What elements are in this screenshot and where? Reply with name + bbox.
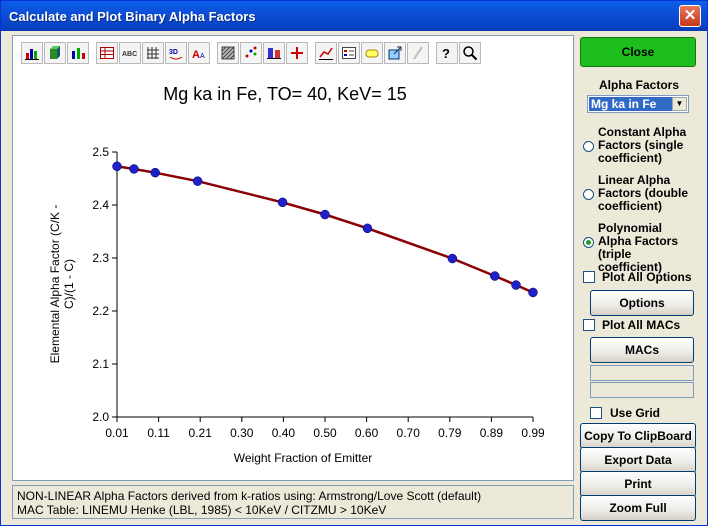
y-tick-label: 2.1 [92, 357, 109, 371]
y-axis-label-group: Elemental Alpha Factor (C/K -C)/(1 - C) [48, 205, 76, 364]
legend-icon[interactable] [338, 42, 360, 64]
svg-text:A: A [200, 53, 205, 60]
svg-text:A: A [192, 49, 200, 61]
plot-all-macs-checkbox[interactable] [583, 319, 595, 331]
alpha-factor-select[interactable]: Mg ka in Fe ▼ [587, 95, 689, 113]
data-point [192, 176, 203, 186]
x-ticks: 0.01 0.11 0.21 0.30 0.40 0.50 0.60 0.70 0.79 0.89… [105, 417, 545, 440]
label-icon[interactable] [361, 42, 383, 64]
y-tick-label: 2.5 [92, 145, 109, 159]
table-icon[interactable] [96, 42, 118, 64]
y-axis-label-line: C)/(1 - C) [62, 259, 76, 309]
abc-labels-icon[interactable]: ABC [119, 42, 141, 64]
polynomial-label[interactable]: Polynomial Alpha Factors (triple coeffic… [598, 221, 679, 274]
data-point [277, 197, 288, 208]
polynomial-radio[interactable] [583, 237, 594, 248]
alpha-factor-chart: Mg ka in Fe, TO= 40, KeV= 15 2.0 2.1 2.2 2.… [13, 62, 573, 480]
svg-text:?: ? [442, 46, 450, 61]
y-tick-label: 2.3 [92, 251, 109, 265]
plot-all-options-label[interactable]: Plot All Options [602, 270, 692, 284]
options-button[interactable]: Options [590, 290, 694, 316]
x-tick-label: 0.30 [230, 426, 254, 440]
zoom-icon[interactable] [459, 42, 481, 64]
data-point [362, 223, 373, 234]
line-style-icon[interactable] [315, 42, 337, 64]
3d-rotate-icon[interactable]: 3D [165, 42, 187, 64]
svg-text:ABC: ABC [122, 51, 137, 58]
scatter-style-icon[interactable] [240, 42, 262, 64]
window-title: Calculate and Plot Binary Alpha Factors [9, 9, 256, 24]
x-tick-label: 0.79 [438, 426, 462, 440]
constant-label[interactable]: Constant Alpha Factors (single coefficie… [598, 125, 687, 165]
data-point [320, 209, 330, 220]
x-tick-label: 0.99 [521, 426, 545, 440]
data-point [150, 167, 160, 178]
y-axis-label: Elemental Alpha Factor (C/K -C)/(1 - C) [48, 205, 76, 364]
edit-pen-icon[interactable] [407, 42, 429, 64]
macs-button[interactable]: MACs [590, 337, 694, 363]
y-axis-label-line: Elemental Alpha Factor (C/K - [48, 205, 62, 364]
constant-radio[interactable] [583, 141, 594, 152]
x-tick-label: 0.89 [480, 426, 504, 440]
alpha-factor-select-value: Mg ka in Fe [589, 97, 672, 111]
pattern-icon[interactable] [217, 42, 239, 64]
export-icon[interactable] [384, 42, 406, 64]
info-field-2 [590, 382, 694, 398]
linear-label[interactable]: Linear Alpha Factors (double coefficient… [598, 173, 689, 213]
info-field-1 [590, 365, 694, 381]
use-grid-label[interactable]: Use Grid [610, 406, 661, 420]
export-data-button[interactable]: Export Data [580, 447, 696, 473]
print-button[interactable]: Print [580, 471, 696, 497]
status-line-2: MAC Table: LINEMU Henke (LBL, 1985) < 10… [17, 503, 387, 517]
y-ticks: 2.0 2.1 2.2 2.3 2.4 2.5 [92, 145, 117, 424]
data-point [511, 280, 521, 290]
data-point [129, 164, 139, 174]
help-icon[interactable]: ? [436, 42, 458, 64]
data-point [528, 287, 538, 298]
y-tick-label: 2.0 [92, 410, 109, 424]
crosshair-icon[interactable] [286, 42, 308, 64]
grid-data-icon[interactable] [142, 42, 164, 64]
grid-lines-icon[interactable] [263, 42, 285, 64]
stacked-bar-icon[interactable] [67, 42, 89, 64]
x-tick-label: 0.21 [189, 426, 213, 440]
x-axis-label: Weight Fraction of Emitter [234, 451, 373, 465]
copy-to-clipboard-button[interactable]: Copy To ClipBoard [580, 423, 696, 449]
status-line-1: NON-LINEAR Alpha Factors derived from k-… [17, 489, 482, 503]
close-button[interactable]: Close [580, 37, 696, 67]
x-tick-label: 0.01 [105, 426, 129, 440]
status-box: NON-LINEAR Alpha Factors derived from k-… [12, 485, 574, 519]
x-tick-label: 0.40 [272, 426, 296, 440]
chevron-down-icon[interactable]: ▼ [672, 97, 687, 111]
y-tick-label: 2.4 [92, 198, 109, 212]
title-bar[interactable]: Calculate and Plot Binary Alpha Factors … [1, 1, 707, 31]
svg-text:3D: 3D [169, 49, 178, 56]
plot-all-options-checkbox[interactable] [583, 271, 595, 283]
bar-chart-icon[interactable] [21, 42, 43, 64]
data-point [490, 271, 500, 281]
data-point [447, 253, 458, 264]
chart-svg: Mg ka in Fe, TO= 40, KeV= 15 2.02.12.22.… [48, 84, 545, 465]
3d-bar-icon[interactable] [44, 42, 66, 64]
x-tick-label: 0.60 [355, 426, 379, 440]
zoom-full-button[interactable]: Zoom Full [580, 495, 696, 521]
data-point [112, 161, 122, 172]
series-line [116, 165, 534, 294]
window-close-icon[interactable]: ✕ [679, 5, 701, 27]
x-tick-label: 0.11 [147, 426, 170, 440]
linear-radio[interactable] [583, 189, 594, 200]
use-grid-checkbox[interactable] [590, 407, 602, 419]
chart-title: Mg ka in Fe, TO= 40, KeV= 15 [163, 84, 406, 104]
alpha-factors-label: Alpha Factors [599, 78, 680, 92]
y-tick-label: 2.2 [92, 304, 109, 318]
x-tick-label: 0.50 [313, 426, 337, 440]
plot-all-macs-label[interactable]: Plot All MACs [602, 318, 681, 332]
series-group [112, 161, 538, 298]
x-tick-label: 0.70 [397, 426, 421, 440]
